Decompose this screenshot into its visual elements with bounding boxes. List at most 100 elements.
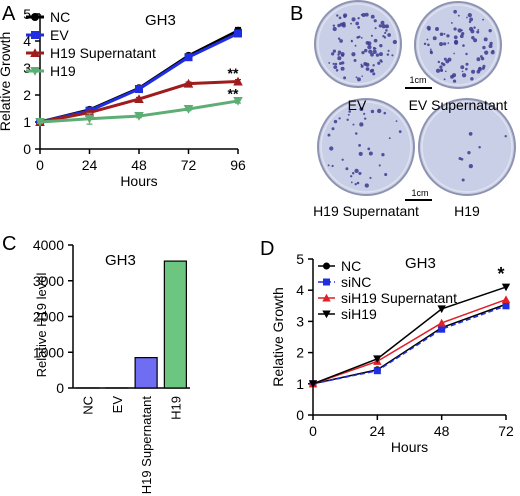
y-tick-label: 1 xyxy=(296,376,304,392)
colony-formation-panel: EV EV Supernatant H19 Supernatant H19 1cm 1cm xyxy=(313,0,516,219)
legend-label: H19 Supernatant xyxy=(50,45,156,61)
colony xyxy=(470,77,474,81)
colony xyxy=(452,79,457,83)
panel-a-title: GH3 xyxy=(145,12,176,29)
colony xyxy=(375,53,380,57)
colony xyxy=(489,41,493,46)
legend-item: H19 Supernatant xyxy=(26,45,156,61)
y-tick-label: 0 xyxy=(296,407,304,423)
colony xyxy=(387,49,390,52)
colony xyxy=(331,164,334,168)
colony xyxy=(350,40,353,43)
data-point xyxy=(502,302,510,310)
colony xyxy=(338,16,342,20)
colony xyxy=(370,68,375,73)
colony xyxy=(361,50,365,55)
legend-marker xyxy=(323,278,330,286)
data-point xyxy=(437,318,446,327)
colony xyxy=(471,69,476,74)
colony xyxy=(340,66,345,71)
colony xyxy=(351,17,356,22)
dish-rim xyxy=(417,4,499,86)
colony xyxy=(372,46,376,50)
colony xyxy=(443,42,447,46)
data-point xyxy=(233,76,243,86)
chart-c-plot: 0 1000 2000 3000 4000 Relative H19 level NC EV H… xyxy=(33,237,190,494)
colony xyxy=(347,113,350,116)
data-point xyxy=(84,107,95,117)
colony xyxy=(329,146,334,151)
data-point xyxy=(184,53,193,62)
colony xyxy=(457,28,462,33)
colony xyxy=(465,52,468,56)
colony xyxy=(435,68,441,73)
series-h19 xyxy=(35,96,243,127)
significance-mark: ** xyxy=(228,85,239,101)
colony xyxy=(453,27,457,31)
colony xyxy=(377,108,382,114)
colony xyxy=(450,74,454,79)
colony xyxy=(466,16,468,19)
y-axis-label: Relative Growth xyxy=(270,287,286,387)
legend-marker xyxy=(31,31,39,39)
x-axis-label: Hours xyxy=(391,439,428,455)
colony xyxy=(468,132,473,136)
colony xyxy=(439,68,444,72)
colony xyxy=(461,70,464,73)
y-tick-label: 4 xyxy=(23,33,31,49)
colony xyxy=(337,53,340,56)
data-point xyxy=(135,85,143,94)
colony xyxy=(370,14,375,19)
y-tick-label: 2 xyxy=(23,87,31,103)
y-tick-label: 3000 xyxy=(33,273,64,289)
colony xyxy=(331,52,335,56)
colony xyxy=(398,130,402,134)
colony xyxy=(365,62,370,67)
dish-rim xyxy=(320,101,412,193)
colony xyxy=(337,37,341,40)
culture-dish xyxy=(314,0,402,88)
colony xyxy=(360,36,363,39)
dish-rim xyxy=(317,3,399,85)
colony xyxy=(361,13,366,18)
colony xyxy=(476,69,481,74)
colony xyxy=(355,132,358,135)
colony xyxy=(358,171,362,175)
colony xyxy=(332,26,337,32)
colony xyxy=(484,50,489,55)
colony xyxy=(469,17,474,22)
colony xyxy=(480,55,483,58)
colony xyxy=(460,29,463,32)
colony xyxy=(374,27,377,30)
colony xyxy=(357,25,361,29)
colony xyxy=(334,62,338,66)
colony xyxy=(439,32,444,36)
colony xyxy=(350,22,352,25)
colony xyxy=(339,39,343,43)
data-point xyxy=(438,325,446,333)
x-tick-label: 0 xyxy=(309,423,317,439)
x-tick-label: 0 xyxy=(36,157,44,173)
legend-marker xyxy=(322,293,331,302)
data-point xyxy=(84,114,95,124)
data-point xyxy=(183,78,194,88)
colony xyxy=(383,111,387,115)
series-line xyxy=(312,298,507,385)
colony xyxy=(439,65,443,69)
colony xyxy=(350,175,353,178)
colony xyxy=(478,66,482,70)
colony xyxy=(368,49,373,54)
colony xyxy=(364,12,369,17)
colony xyxy=(384,31,387,35)
y-axis-label: Relative Growth xyxy=(0,32,13,132)
colony xyxy=(341,53,345,57)
colony xyxy=(351,171,355,175)
y-tick-label: 0 xyxy=(56,380,64,396)
legend-item: siNC xyxy=(318,274,371,290)
colony xyxy=(392,39,397,45)
bar xyxy=(163,260,187,389)
culture-dish xyxy=(414,1,502,89)
data-point xyxy=(134,112,144,121)
colony xyxy=(447,42,450,44)
colony xyxy=(388,137,391,140)
